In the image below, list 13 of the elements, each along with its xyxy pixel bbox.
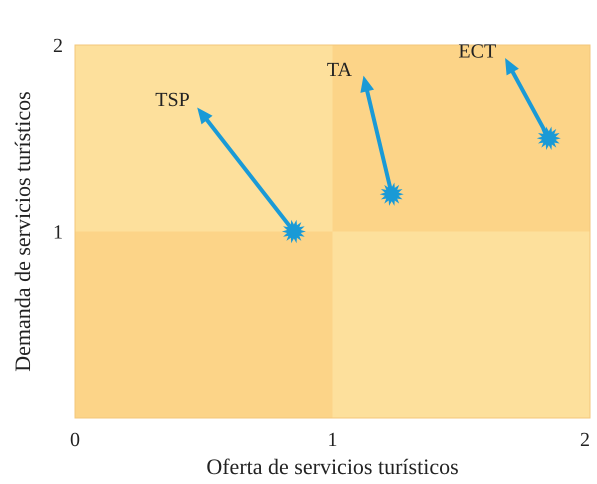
point [360,76,374,93]
annotation: TSP [155,88,190,111]
annotation: TA [326,59,353,82]
x-tick-label: 1 [328,429,338,451]
point [536,126,561,150]
x-axis-title: Oferta de servicios turísticos [206,454,459,479]
point [282,220,306,244]
y-axis-title: Demanda de servicios turísticos [10,91,35,372]
x-tick-label: 0 [70,429,80,451]
annotation: ECT [458,40,496,62]
point [197,107,213,124]
x-tick-label: 2 [580,429,590,451]
point [380,182,404,206]
